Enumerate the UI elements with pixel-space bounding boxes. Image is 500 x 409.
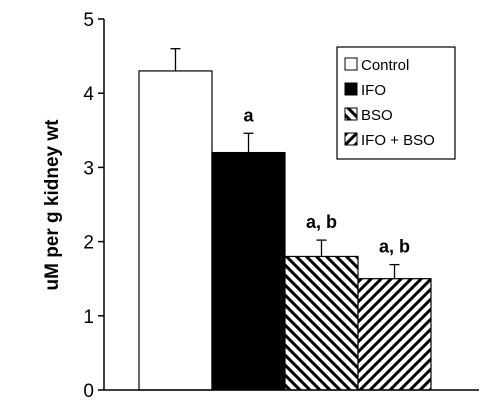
y-tick-label: 5 bbox=[83, 10, 94, 31]
legend-label: IFO bbox=[361, 82, 386, 99]
bar-ifo bbox=[211, 151, 286, 391]
bar-ifo-bso bbox=[357, 278, 432, 391]
y-tick-label: 0 bbox=[83, 381, 94, 402]
bar-bso bbox=[284, 255, 359, 391]
legend-label: IFO + BSO bbox=[361, 132, 435, 149]
legend-swatch bbox=[344, 107, 358, 121]
y-tick-label: 4 bbox=[83, 84, 94, 105]
y-tick-label: 3 bbox=[83, 158, 94, 179]
legend-swatch bbox=[344, 57, 358, 71]
y-axis-label: uM per g kidney wt bbox=[42, 119, 63, 291]
bar-control bbox=[138, 70, 213, 391]
legend-swatch bbox=[344, 132, 358, 146]
y-tick-label: 1 bbox=[83, 307, 94, 328]
significance-label: a, b bbox=[306, 212, 337, 232]
plot-area: 0 1 2 3 4 5 a a, b a, b Control IFO BSO IFO + BSO bbox=[83, 10, 479, 402]
legend-label: BSO bbox=[361, 107, 393, 124]
significance-label: a, b bbox=[379, 237, 410, 257]
y-tick-label: 2 bbox=[83, 233, 94, 254]
legend-swatch bbox=[344, 82, 358, 96]
significance-label: a bbox=[243, 105, 254, 125]
legend-label: Control bbox=[361, 57, 409, 74]
